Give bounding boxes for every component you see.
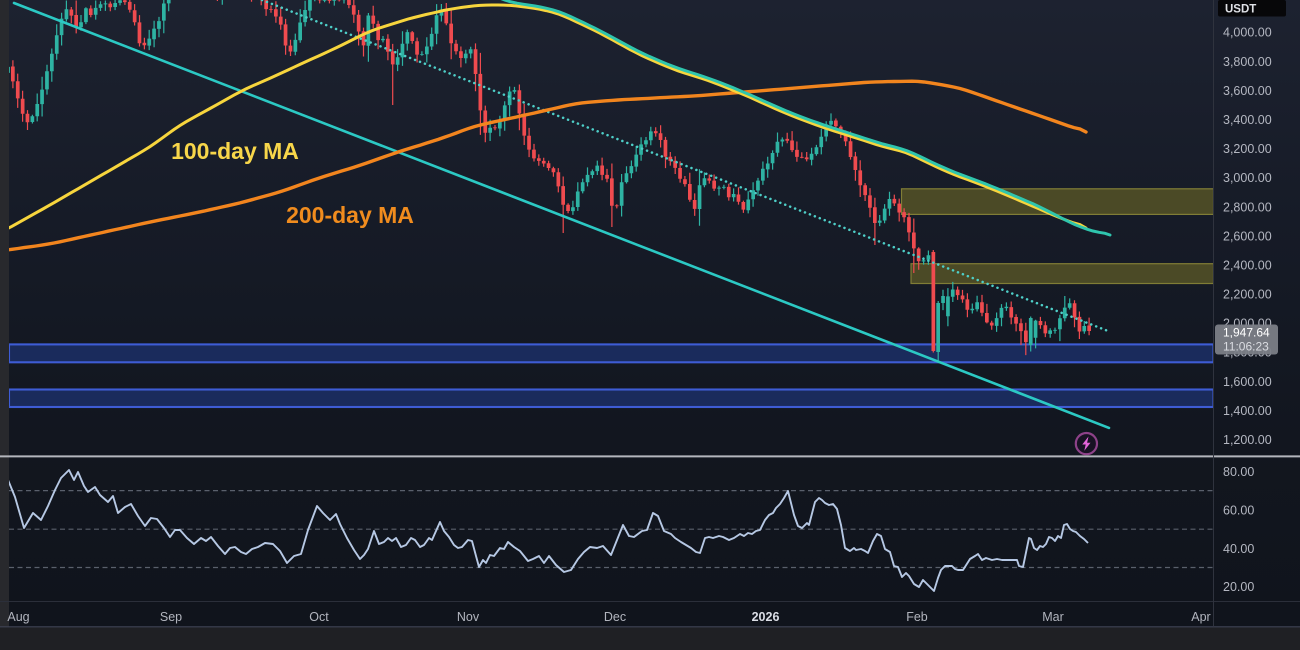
svg-text:4,000.00: 4,000.00 xyxy=(1223,26,1272,40)
svg-text:11:06:23: 11:06:23 xyxy=(1223,340,1269,354)
svg-text:2,800.00: 2,800.00 xyxy=(1223,200,1272,214)
svg-text:Aug: Aug xyxy=(7,610,29,624)
svg-text:Apr: Apr xyxy=(1191,610,1210,624)
svg-text:100-day MA: 100-day MA xyxy=(171,138,299,164)
svg-text:2026: 2026 xyxy=(752,610,780,624)
svg-text:Mar: Mar xyxy=(1042,610,1064,624)
svg-text:3,000.00: 3,000.00 xyxy=(1223,171,1272,185)
svg-text:USDT: USDT xyxy=(1225,4,1256,16)
svg-text:200-day MA: 200-day MA xyxy=(286,202,414,228)
svg-text:Feb: Feb xyxy=(906,610,928,624)
svg-text:3,400.00: 3,400.00 xyxy=(1223,113,1272,127)
svg-text:Oct: Oct xyxy=(309,610,329,624)
svg-text:40.00: 40.00 xyxy=(1223,542,1254,556)
svg-text:2,600.00: 2,600.00 xyxy=(1223,229,1272,243)
svg-text:2,400.00: 2,400.00 xyxy=(1223,259,1272,273)
svg-text:2,200.00: 2,200.00 xyxy=(1223,288,1272,302)
svg-text:Sep: Sep xyxy=(160,610,182,624)
svg-text:60.00: 60.00 xyxy=(1223,503,1254,517)
svg-text:Dec: Dec xyxy=(604,610,626,624)
svg-text:3,600.00: 3,600.00 xyxy=(1223,84,1272,98)
svg-text:80.00: 80.00 xyxy=(1223,465,1254,479)
svg-text:3,800.00: 3,800.00 xyxy=(1223,55,1272,69)
svg-text:1,200.00: 1,200.00 xyxy=(1223,433,1272,447)
svg-text:1,600.00: 1,600.00 xyxy=(1223,375,1272,389)
svg-text:3,200.00: 3,200.00 xyxy=(1223,142,1272,156)
svg-text:20.00: 20.00 xyxy=(1223,580,1254,594)
svg-text:Nov: Nov xyxy=(457,610,480,624)
svg-text:1,947.64: 1,947.64 xyxy=(1223,326,1270,340)
svg-text:1,400.00: 1,400.00 xyxy=(1223,404,1272,418)
